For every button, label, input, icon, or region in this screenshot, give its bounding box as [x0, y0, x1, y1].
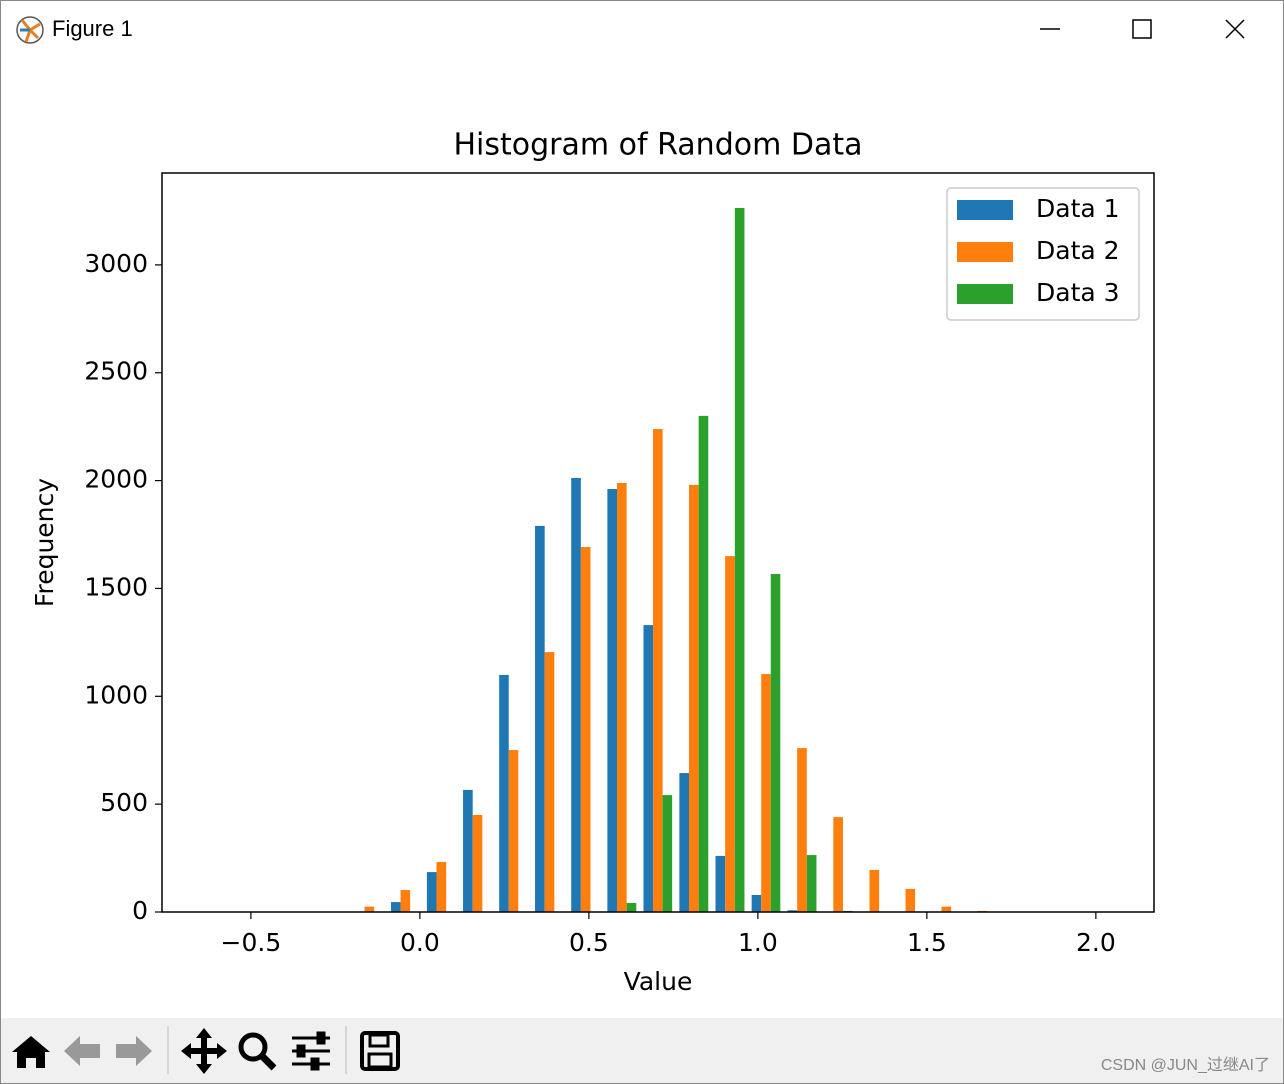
x-tick-label: 1.5 [907, 928, 947, 957]
bar [679, 773, 690, 912]
bar [643, 625, 654, 912]
legend-label: Data 1 [1036, 194, 1120, 223]
bar [535, 525, 545, 912]
zoom-button[interactable] [238, 1032, 277, 1071]
y-axis-label: Frequency [30, 478, 59, 607]
y-tick-label: 1000 [84, 680, 148, 709]
x-tick-label: 2.0 [1076, 928, 1116, 957]
bar [869, 869, 880, 912]
legend-swatch [957, 242, 1013, 262]
y-tick-label: 0 [132, 896, 148, 925]
maximize-button[interactable] [1132, 19, 1152, 39]
bar [751, 894, 762, 912]
bar [400, 889, 411, 912]
bar [905, 888, 916, 912]
legend-swatch [957, 284, 1013, 304]
bar [571, 478, 581, 912]
bar [426, 872, 437, 912]
bar [734, 207, 745, 912]
y-tick-label: 1500 [84, 572, 148, 601]
bar [941, 906, 952, 912]
x-tick-label: 1.0 [738, 928, 778, 957]
bar [499, 674, 509, 912]
x-axis-label: Value [624, 967, 693, 996]
bar [580, 547, 591, 912]
x-tick-label: 0.5 [569, 928, 609, 957]
bar [472, 814, 483, 912]
forward-button[interactable] [116, 1036, 152, 1066]
bar [797, 748, 807, 912]
bar [653, 429, 663, 912]
close-button[interactable] [1225, 19, 1245, 39]
bar [662, 795, 673, 912]
bar [715, 855, 726, 912]
toolbar-icons [12, 1026, 400, 1074]
chart-title: Histogram of Random Data [454, 128, 863, 163]
y-tick-label: 3000 [84, 249, 148, 278]
bar [364, 906, 375, 912]
bar [787, 910, 798, 912]
bar [617, 482, 627, 912]
back-button[interactable] [64, 1036, 100, 1066]
legend-label: Data 3 [1036, 278, 1120, 307]
axes-frame [161, 172, 1155, 913]
bar [626, 902, 637, 912]
bar [725, 556, 735, 912]
bar [770, 573, 781, 912]
bar [508, 750, 519, 912]
bar [436, 861, 447, 912]
x-tick-label: −0.5 [221, 928, 282, 957]
home-button[interactable] [12, 1036, 50, 1068]
watermark: CSDN @JUN_过继AI了 [1101, 1056, 1270, 1074]
app-icon [16, 16, 44, 44]
bar [698, 415, 709, 912]
bar [544, 652, 555, 912]
window-title: Figure 1 [52, 16, 133, 41]
bar [806, 855, 817, 912]
y-tick-label: 2000 [84, 465, 148, 494]
bar [761, 674, 771, 912]
legend-label: Data 2 [1036, 236, 1120, 265]
bar [463, 789, 473, 912]
bar [607, 489, 618, 912]
legend-swatch [957, 200, 1013, 220]
save-button[interactable] [360, 1031, 400, 1071]
configure-button[interactable] [292, 1031, 330, 1071]
y-tick-label: 500 [100, 788, 148, 817]
x-tick-label: 0.0 [400, 928, 440, 957]
bar [833, 817, 843, 912]
bar [391, 902, 401, 912]
pan-button[interactable] [181, 1028, 227, 1074]
bar [689, 484, 699, 912]
plot: −0.5 0.0 0.5 1.0 1.5 2.0 0 500 1000 1500 2000 2500 3… [30, 128, 1155, 996]
y-tick-label: 2500 [84, 357, 148, 386]
